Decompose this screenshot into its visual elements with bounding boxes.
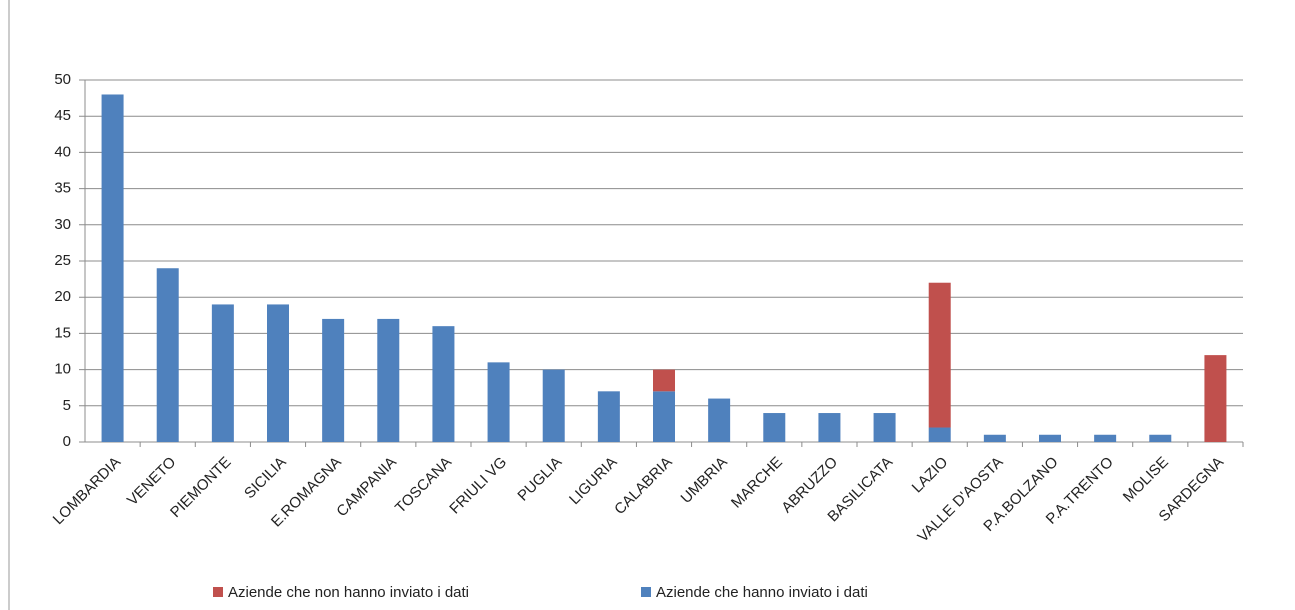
bar-segment	[1149, 434, 1172, 442]
y-tick-label: 45	[54, 107, 71, 124]
x-tick-label: MARCHE	[728, 454, 786, 512]
x-tick-label: LIGURIA	[566, 454, 620, 508]
legend-label: Aziende che hanno inviato i dati	[656, 584, 868, 601]
y-tick-label: 35	[54, 180, 71, 197]
bar-segment	[542, 369, 565, 442]
bar-segment	[708, 398, 731, 442]
bar-segment	[322, 318, 345, 442]
x-tick-label: VENETO	[124, 454, 179, 509]
bar-segment	[211, 304, 234, 442]
bar-segment	[487, 362, 510, 442]
bar-segment	[983, 434, 1006, 442]
x-tick-label: LAZIO	[909, 454, 952, 497]
bar-segment	[432, 326, 455, 442]
bar-segment	[156, 268, 179, 442]
bar-segment	[653, 369, 675, 392]
legend-swatch	[641, 587, 651, 597]
x-tick-label: LOMBARDIA	[50, 454, 125, 529]
y-tick-label: 25	[54, 252, 71, 269]
x-tick-label: CAMPANIA	[333, 454, 400, 521]
bar-segment	[928, 282, 951, 428]
bar-segment	[928, 427, 951, 442]
x-tick-label: TOSCANA	[392, 454, 455, 517]
x-tick-label: UMBRIA	[678, 454, 731, 507]
bar-segment	[653, 391, 675, 442]
y-tick-label: 40	[54, 143, 71, 160]
y-tick-label: 30	[54, 216, 71, 233]
x-tick-label: CALABRIA	[611, 454, 675, 518]
bar-segment	[873, 413, 896, 442]
bar-segment	[1204, 355, 1227, 442]
y-tick-label: 5	[63, 397, 71, 414]
legend-swatch	[213, 587, 223, 597]
y-tick-label: 50	[54, 71, 71, 88]
y-tick-label: 0	[63, 433, 71, 450]
bar-segment	[1039, 434, 1061, 442]
x-tick-label: MOLISE	[1120, 454, 1172, 506]
y-tick-label: 10	[54, 361, 71, 378]
legend-label: Aziende che non hanno inviato i dati	[228, 584, 469, 601]
bar-segment	[763, 413, 786, 442]
x-tick-label: SICILIA	[241, 454, 290, 503]
x-tick-label: FRIULI VG	[446, 454, 510, 518]
y-tick-label: 20	[54, 288, 71, 305]
y-tick-label: 15	[54, 324, 71, 341]
bar-segment	[818, 413, 841, 442]
x-tick-label: PUGLIA	[514, 454, 565, 505]
bar-segment	[101, 94, 124, 442]
bar-segment	[597, 391, 620, 442]
bar-segment	[267, 304, 289, 442]
bar-segment	[1094, 434, 1117, 442]
bar-segment	[377, 318, 400, 442]
